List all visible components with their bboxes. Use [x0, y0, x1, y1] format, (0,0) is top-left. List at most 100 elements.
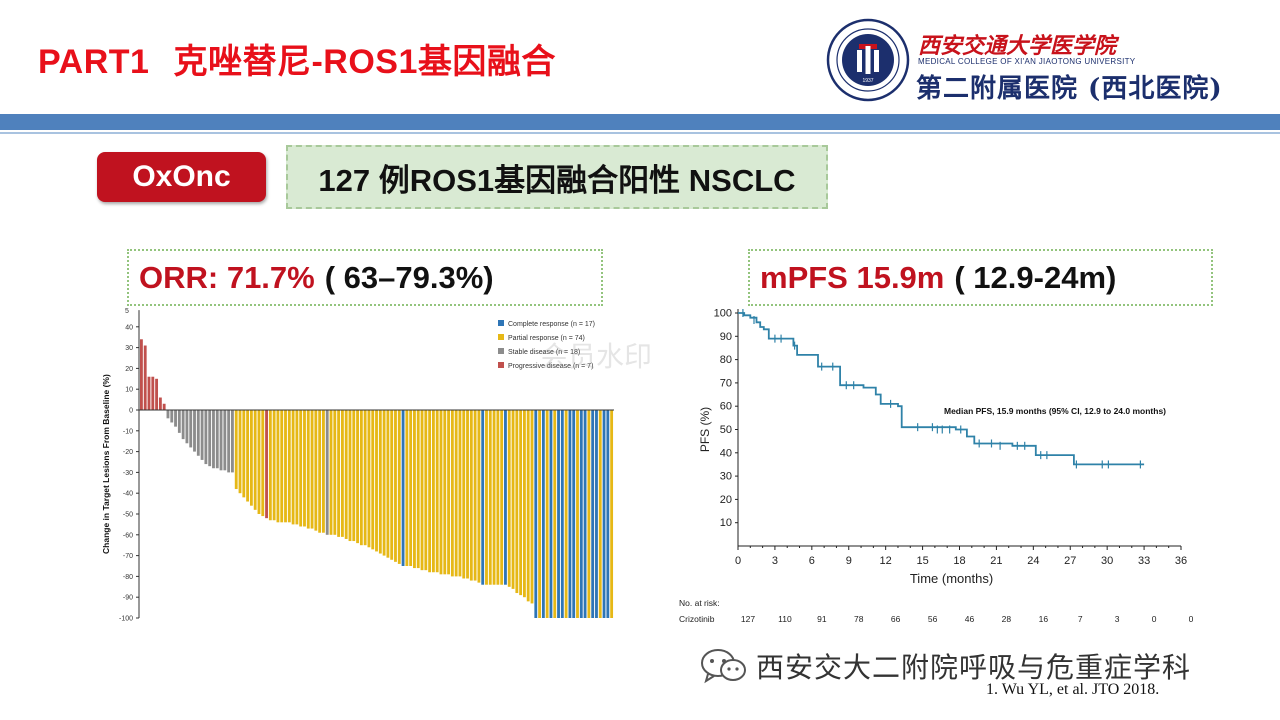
- orr-ci: ( 63–79.3%): [324, 259, 494, 295]
- waterfall-bar: [598, 410, 602, 618]
- y-tick-label: 70: [720, 377, 732, 389]
- y-tick-label: 10: [125, 387, 133, 394]
- y-tick-label: -70: [123, 553, 133, 560]
- waterfall-bar: [500, 410, 504, 585]
- y-tick-label: 40: [720, 447, 732, 459]
- legend-label: Stable disease (n = 18): [508, 349, 580, 356]
- waterfall-bar: [564, 410, 568, 618]
- waterfall-bar: [348, 410, 352, 542]
- y-tick-label: -60: [123, 532, 133, 539]
- risk-table-count: 110: [778, 614, 792, 624]
- waterfall-bar: [579, 410, 583, 618]
- risk-table-row-label: Crizotinib: [679, 614, 715, 624]
- risk-table-title: No. at risk:: [679, 598, 720, 608]
- median-pfs-annotation: Median PFS, 15.9 months (95% CI, 12.9 to…: [944, 406, 1166, 416]
- waterfall-bar: [253, 410, 257, 510]
- waterfall-bar: [431, 410, 435, 573]
- legend-label: Complete response (n = 17): [508, 321, 595, 328]
- x-tick-label: 3: [772, 555, 778, 567]
- waterfall-bar: [549, 410, 553, 618]
- y-tick-label: 10: [720, 517, 732, 529]
- waterfall-bar: [322, 410, 325, 533]
- waterfall-bar: [208, 410, 212, 467]
- waterfall-bar: [595, 410, 598, 618]
- y-tick-label: -90: [123, 595, 133, 602]
- waterfall-bar: [212, 410, 215, 469]
- waterfall-bar: [249, 410, 253, 506]
- waterfall-bar: [371, 410, 375, 550]
- waterfall-bar: [291, 410, 295, 525]
- study-population-box: 127 例ROS1基因融合阳性 NSCLC: [286, 145, 828, 209]
- y-tick-label: 20: [720, 494, 732, 506]
- waterfall-bar: [344, 410, 348, 539]
- legend-label: Partial response (n = 74): [508, 335, 585, 342]
- waterfall-bar: [450, 410, 454, 577]
- waterfall-bar: [306, 410, 310, 529]
- waterfall-bar: [462, 410, 466, 579]
- waterfall-bar: [390, 410, 394, 560]
- waterfall-bar: [447, 410, 450, 575]
- waterfall-bar: [227, 410, 231, 473]
- risk-table-count: 0: [1189, 614, 1194, 624]
- waterfall-bar: [329, 410, 333, 535]
- waterfall-bar: [485, 410, 488, 585]
- waterfall-bar: [443, 410, 447, 575]
- waterfall-bar: [170, 410, 174, 423]
- waterfall-bar: [223, 410, 227, 471]
- x-tick-label: 9: [846, 555, 852, 567]
- x-tick-label: 18: [953, 555, 965, 567]
- waterfall-bar: [246, 410, 250, 502]
- legend-label: Progressive disease (n = 7): [508, 363, 593, 370]
- waterfall-bar: [397, 410, 401, 564]
- waterfall-bar: [200, 410, 204, 460]
- x-tick-label: 36: [1175, 555, 1187, 567]
- waterfall-bar: [602, 410, 606, 618]
- y-tick-label: 80: [720, 354, 732, 366]
- waterfall-bar: [272, 410, 276, 521]
- x-tick-label: 33: [1138, 555, 1150, 567]
- waterfall-bar: [375, 410, 378, 552]
- risk-table-count: 127: [741, 614, 755, 624]
- waterfall-bar: [515, 410, 519, 594]
- y-tick-label: 0: [129, 408, 133, 415]
- waterfall-bar: [583, 410, 587, 618]
- waterfall-bar: [189, 410, 193, 448]
- waterfall-bar: [504, 410, 507, 585]
- y-tick-label: 30: [720, 471, 732, 483]
- waterfall-bar: [185, 410, 189, 444]
- waterfall-bar: [333, 410, 337, 535]
- risk-table-count: 78: [854, 614, 864, 624]
- waterfall-bar: [215, 410, 219, 469]
- waterfall-bar: [314, 410, 318, 531]
- orr-box: ORR: 71.7% ( 63–79.3%): [127, 249, 603, 306]
- waterfall-bar: [405, 410, 409, 566]
- waterfall-bar: [147, 376, 151, 410]
- waterfall-bar: [155, 378, 159, 410]
- waterfall-bar: [280, 410, 284, 523]
- waterfall-bar: [340, 410, 344, 537]
- waterfall-bar: [318, 410, 322, 533]
- waterfall-bar: [325, 410, 329, 535]
- waterfall-bar: [193, 410, 196, 452]
- waterfall-bar: [413, 410, 416, 569]
- waterfall-bar: [295, 410, 299, 525]
- mpfs-ci: ( 12.9-24m): [954, 259, 1117, 295]
- waterfall-bar: [352, 410, 356, 542]
- x-axis-label: Time (months): [910, 571, 993, 586]
- waterfall-bar: [276, 410, 280, 523]
- waterfall-bar: [541, 410, 545, 618]
- waterfall-bar: [257, 410, 261, 514]
- legend-swatch: [498, 334, 504, 340]
- y-tick-label: 90: [720, 331, 732, 343]
- waterfall-bar: [204, 410, 208, 465]
- y-tick-label-partial: 5: [125, 308, 129, 315]
- waterfall-bar: [469, 410, 473, 581]
- y-tick-label: 40: [125, 324, 133, 331]
- wechat-account: 西安交大二附院呼吸与危重症学科: [700, 646, 1191, 686]
- waterfall-bar: [492, 410, 496, 585]
- risk-table-count: 3: [1115, 614, 1120, 624]
- waterfall-bar: [568, 410, 572, 618]
- waterfall-bar: [359, 410, 363, 546]
- waterfall-bar: [435, 410, 439, 573]
